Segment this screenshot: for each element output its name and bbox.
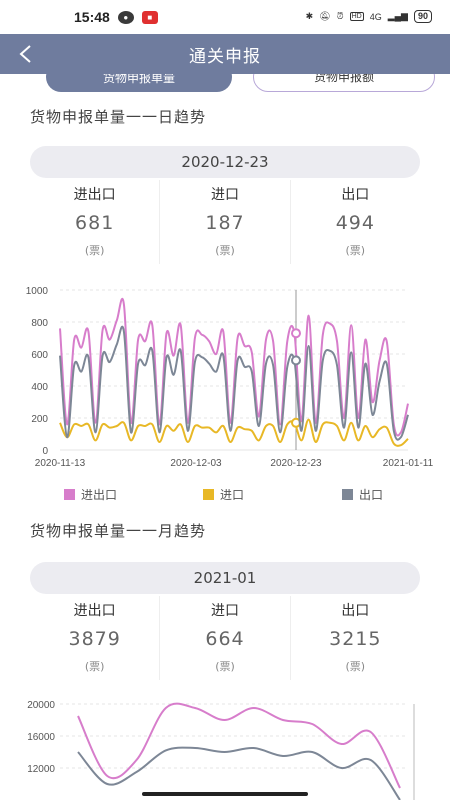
- legend-label: 出口: [359, 488, 384, 502]
- legend-item-import[interactable]: 进口: [203, 486, 244, 503]
- legend-label: 进口: [220, 488, 245, 502]
- tab-bar: 货物申报单量 货物申报额: [0, 74, 450, 98]
- monthly-stat-total: 进出口 3879 (票): [30, 596, 161, 680]
- battery-icon: 90: [413, 10, 432, 23]
- back-button[interactable]: [12, 40, 40, 68]
- monthly-trend-chart[interactable]: 12000 16000 20000: [0, 694, 450, 800]
- stat-value: 3879: [68, 628, 121, 650]
- y-tick-label: 1000: [26, 286, 49, 297]
- title-bar: 通关申报: [0, 34, 450, 74]
- stat-label: 进出口: [73, 187, 116, 203]
- stat-value: 664: [205, 628, 245, 650]
- legend-swatch: [203, 489, 214, 500]
- page-title: 通关申报: [189, 46, 261, 67]
- chevron-left-icon: [19, 45, 31, 63]
- bluetooth-icon: ✱: [305, 11, 314, 21]
- daily-stat-import: 进口 187 (票): [160, 180, 291, 264]
- legend-label: 进出口: [81, 488, 118, 502]
- stat-unit: (票): [215, 660, 235, 673]
- y-tick-label: 20000: [27, 700, 55, 711]
- series-line: [77, 746, 401, 800]
- tab-label: 货物申报单量: [102, 74, 175, 85]
- daily-stat-total: 进出口 681 (票): [30, 180, 161, 264]
- stat-value: 494: [335, 212, 375, 234]
- y-tick-label: 800: [31, 318, 48, 329]
- stat-value: 3215: [329, 628, 382, 650]
- home-indicator[interactable]: [142, 792, 308, 796]
- monthly-stat-export: 出口 3215 (票): [291, 596, 420, 680]
- stat-unit: (票): [84, 660, 105, 673]
- legend-item-import-export[interactable]: 进出口: [64, 486, 117, 503]
- y-tick-label: 200: [31, 414, 48, 425]
- status-time: 15:48: [74, 9, 110, 25]
- legend-swatch: [342, 489, 353, 500]
- daily-stat-export: 出口 494 (票): [291, 180, 420, 264]
- alarm-icon: ⏰︎: [336, 11, 344, 21]
- monthly-stats: 进出口 3879 (票) 进口 664 (票) 出口 3215 (票): [30, 596, 420, 680]
- stat-label: 出口: [341, 603, 370, 619]
- stat-unit: (票): [345, 660, 366, 673]
- stat-value: 681: [75, 212, 115, 234]
- stat-label: 进口: [210, 603, 239, 619]
- legend-swatch: [64, 489, 75, 500]
- x-tick-label: 2020-12-23: [270, 458, 322, 469]
- stat-label: 进口: [210, 187, 239, 203]
- y-tick-label: 16000: [27, 732, 55, 743]
- series-line: [59, 418, 409, 447]
- daily-date: 2020-12-23: [181, 153, 269, 171]
- y-tick-label: 0: [42, 446, 48, 457]
- series-line: [59, 325, 409, 441]
- tab-declaration-amount[interactable]: 货物申报额: [253, 74, 435, 92]
- monthly-section-title: 货物申报单量一一月趋势: [30, 522, 207, 540]
- monthly-stat-import: 进口 664 (票): [160, 596, 291, 680]
- app-notification-icon: ■: [141, 10, 158, 24]
- tab-label: 货物申报额: [313, 74, 374, 84]
- daily-date-picker[interactable]: 2020-12-23: [30, 146, 420, 178]
- x-tick-label: 2020-11-13: [35, 458, 86, 469]
- stat-unit: (票): [345, 244, 366, 257]
- status-bar: 15:48 ● ■ ✱ 🔕︎ ⏰︎ HD 4G ▂▄▆ 90: [0, 0, 450, 34]
- monthly-date-picker[interactable]: 2021-01: [30, 562, 420, 594]
- x-tick-label: 2021-01-11: [383, 458, 434, 469]
- stat-unit: (票): [215, 244, 235, 257]
- stat-label: 出口: [341, 187, 370, 203]
- series-line: [59, 297, 409, 437]
- y-tick-label: 12000: [27, 764, 55, 775]
- status-icons: ✱ 🔕︎ ⏰︎ HD 4G ▂▄▆ 90: [306, 10, 432, 23]
- highlight-point: [291, 355, 301, 366]
- network-label: 4G: [369, 11, 382, 22]
- signal-icon: ▂▄▆: [387, 11, 408, 21]
- monthly-date: 2021-01: [193, 569, 257, 587]
- stat-label: 进出口: [73, 603, 116, 619]
- x-tick-label: 2020-12-03: [170, 458, 222, 469]
- series-line: [77, 702, 401, 789]
- stat-unit: (票): [84, 244, 105, 257]
- daily-stats: 进出口 681 (票) 进口 187 (票) 出口 494 (票): [30, 180, 420, 264]
- y-tick-label: 600: [31, 350, 48, 361]
- highlight-point: [291, 328, 301, 339]
- daily-trend-chart[interactable]: 0 200 400 600 800 1000 2020-11-13 2020-12-03 202…: [0, 278, 450, 472]
- hd-icon: HD: [349, 12, 364, 21]
- daily-section-title: 货物申报单量一一日趋势: [30, 108, 207, 126]
- y-tick-label: 400: [31, 382, 48, 393]
- legend-item-export[interactable]: 出口: [342, 486, 383, 503]
- chart-legend: 进出口 进口 出口: [0, 486, 450, 502]
- stat-value: 187: [205, 212, 245, 234]
- tab-declaration-count[interactable]: 货物申报单量: [46, 74, 232, 92]
- mute-icon: 🔕︎: [319, 11, 331, 21]
- message-icon: ●: [117, 10, 134, 24]
